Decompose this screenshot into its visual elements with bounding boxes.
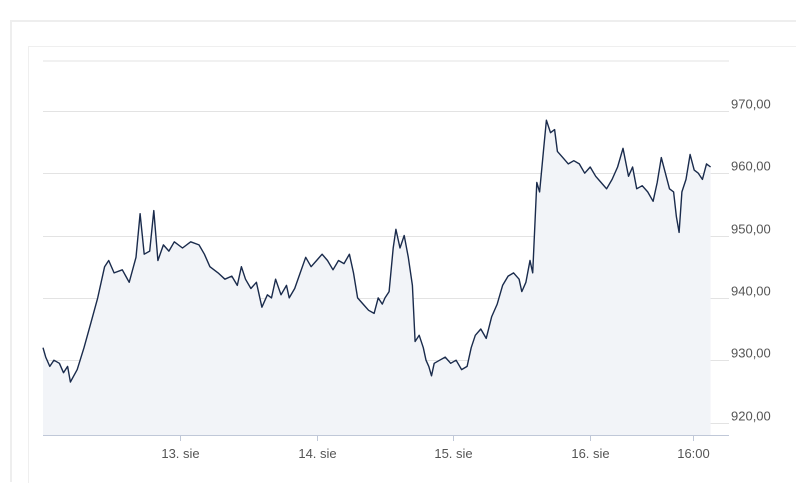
y-tick-label: 960,00 xyxy=(731,159,771,174)
x-tick-label: 16:00 xyxy=(677,446,710,461)
y-tick-label: 970,00 xyxy=(731,97,771,112)
series-area xyxy=(43,120,711,435)
page-top-border xyxy=(10,20,796,22)
y-tick-label: 930,00 xyxy=(731,346,771,361)
x-tick-label: 13. sie xyxy=(161,446,199,461)
page-left-border xyxy=(10,20,12,482)
chart-panel: 970,00 960,00 950,00 940,00 930,00 920,00 13. … xyxy=(28,46,796,483)
y-tick-label: 920,00 xyxy=(731,409,771,424)
x-tick-label: 15. sie xyxy=(434,446,472,461)
series-layer xyxy=(42,119,712,435)
x-tick-label: 16. sie xyxy=(571,446,609,461)
y-tick-label: 950,00 xyxy=(731,222,771,237)
price-chart: 970,00 960,00 950,00 940,00 930,00 920,00 13. … xyxy=(42,60,771,461)
series-line xyxy=(42,119,712,383)
x-tick-label: 14. sie xyxy=(298,446,336,461)
axis-layer: 970,00 960,00 950,00 940,00 930,00 920,00 13. … xyxy=(43,97,771,461)
y-tick-label: 940,00 xyxy=(731,284,771,299)
